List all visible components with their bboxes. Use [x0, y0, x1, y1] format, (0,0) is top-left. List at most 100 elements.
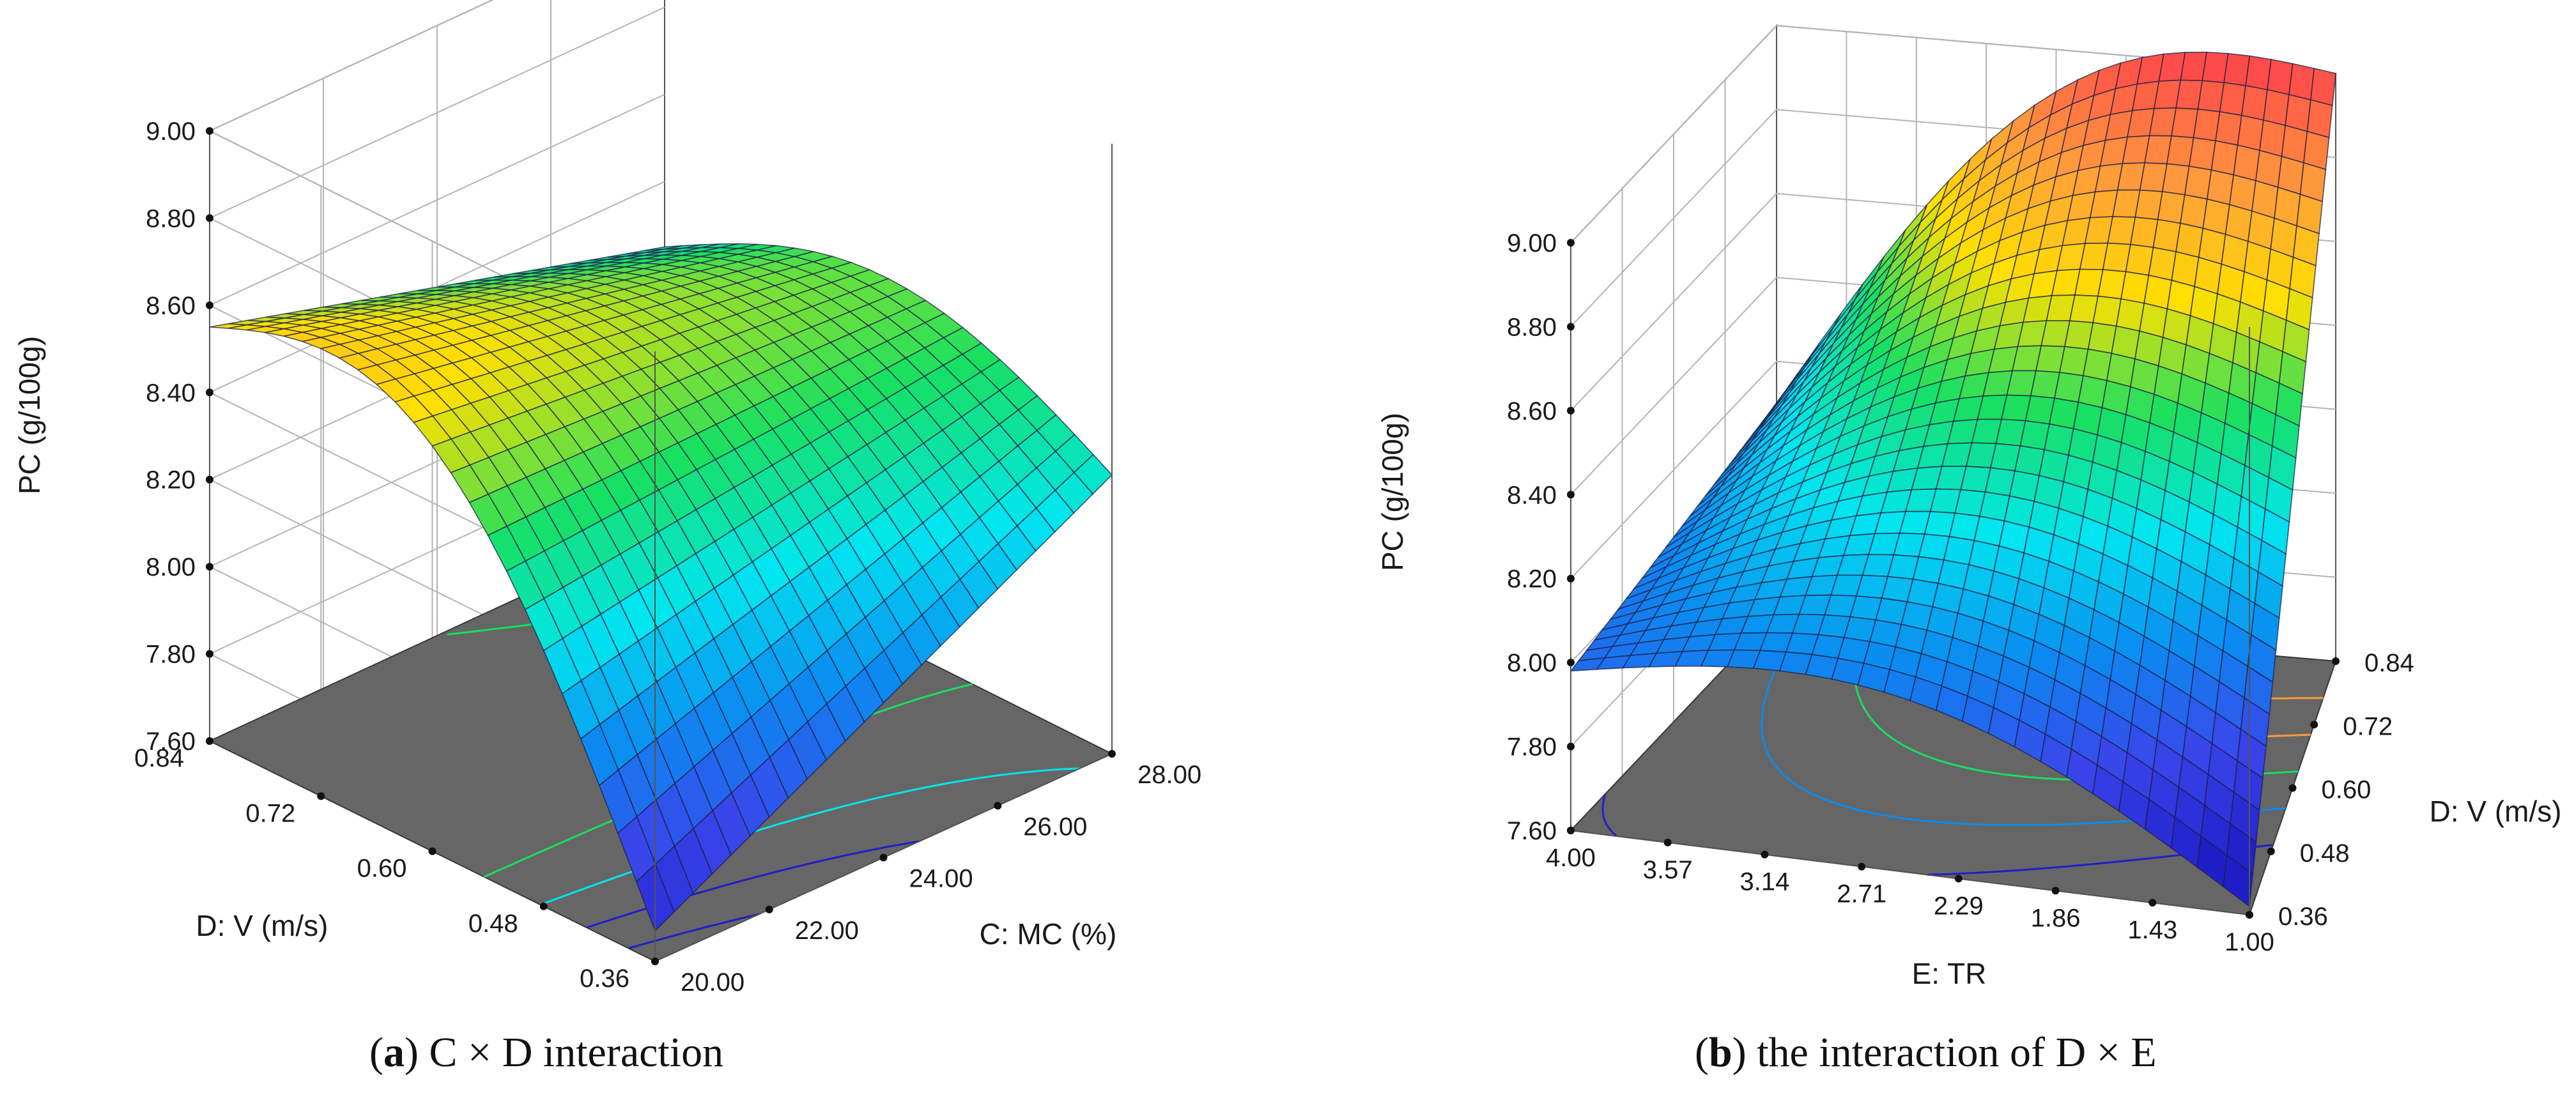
y-tick-label: 0.36	[2278, 903, 2328, 931]
z-tick-dot	[1567, 659, 1575, 667]
x-tick-dot	[1761, 850, 1769, 859]
x-tick-label: 24.00	[909, 865, 973, 893]
y-tick-label: 0.48	[2300, 839, 2350, 868]
x-axis-label: E: TR	[1912, 957, 1987, 990]
surface-cell	[2184, 165, 2212, 200]
x-tick-label: 2.71	[1837, 880, 1886, 908]
y-tick-dot	[317, 792, 325, 800]
z-tick-dot	[1567, 323, 1575, 331]
x-axis-label: C: MC (%)	[980, 917, 1117, 951]
surface-cell	[2180, 194, 2208, 229]
contour-line	[628, 913, 760, 949]
surface-cell	[2210, 140, 2239, 176]
y-tick-label: 0.48	[468, 910, 518, 938]
x-tick-label: 3.14	[1739, 868, 1789, 896]
x-tick-dot	[2051, 887, 2060, 895]
surface-cell	[2245, 55, 2272, 91]
caption-letter: b	[1708, 1029, 1732, 1076]
z-tick-dot	[206, 388, 213, 397]
z-tick-dot	[206, 127, 213, 135]
z-tick-label: 8.80	[146, 204, 196, 233]
z-tick-label: 8.40	[1507, 481, 1557, 509]
y-tick-label: 0.72	[245, 799, 295, 827]
y-axis-label: D: V (m/s)	[2430, 795, 2562, 828]
x-tick-label: 22.00	[795, 917, 859, 945]
z-tick-label: 8.60	[1507, 397, 1557, 425]
x-tick-label: 20.00	[681, 968, 744, 997]
x-tick-label: 26.00	[1023, 813, 1087, 841]
z-tick-label: 8.60	[146, 292, 196, 320]
surface-cell	[2267, 59, 2294, 96]
x-tick-dot	[2148, 899, 2157, 907]
surface-cell	[2219, 82, 2246, 116]
z-axis-label: PC (g/100g)	[13, 336, 46, 494]
caption-letter: a	[383, 1029, 405, 1076]
z-tick-label: 7.60	[146, 728, 196, 756]
x-tick-dot	[1108, 750, 1116, 758]
surface-plot-b: 7.60 7.80 8.00 8.20 8.40 8.60 8.80 9.00 4.00 3.57…	[1376, 24, 2562, 990]
z-tick-dot	[206, 301, 213, 309]
surface-cell	[2215, 111, 2242, 146]
caption-text: the interaction of D × E	[1757, 1029, 2157, 1076]
z-tick-label: 7.80	[1507, 733, 1557, 761]
y-tick-dot	[2332, 657, 2340, 665]
surface-cell	[2223, 854, 2254, 908]
x-tick-label: 4.00	[1546, 844, 1596, 872]
x-tick-label: 2.29	[1934, 892, 1984, 920]
z-tick-label: 8.00	[1507, 649, 1557, 677]
z-tick-dot	[206, 563, 213, 571]
x-tick-dot	[765, 905, 773, 913]
y-axis-label: D: V (m/s)	[196, 909, 328, 942]
y-tick-label: 0.84	[134, 744, 184, 772]
x-tick-dot	[1663, 838, 1672, 846]
z-tick-label: 9.00	[146, 118, 196, 146]
surface-plot-a: 7.60 7.80 8.00 8.20 8.40 8.60 8.80 9.00 20.00 22.…	[13, 0, 1201, 997]
surface-cell	[2241, 85, 2268, 121]
z-tick-dot	[206, 650, 213, 658]
x-tick-label: 1.86	[2031, 904, 2081, 932]
x-tick-dot	[1954, 875, 1963, 883]
z-tick-dot	[206, 214, 213, 222]
y-tick-dot	[2246, 911, 2253, 919]
surface-cell	[2263, 89, 2290, 126]
x-tick-label: 1.43	[2127, 916, 2177, 944]
axis-frame-edge	[1570, 830, 2250, 915]
z-tick-label: 8.80	[1507, 313, 1557, 341]
y-tick-dot	[428, 847, 436, 855]
z-tick-dot	[1567, 491, 1575, 499]
y-tick-label: 0.60	[357, 855, 407, 883]
surface-cell	[2310, 68, 2336, 107]
x-tick-label: 1.00	[2225, 928, 2274, 956]
surface-cell	[2233, 144, 2260, 181]
surface-cell	[2259, 119, 2287, 157]
caption-b: (b) the interaction of D × E	[1695, 1029, 2157, 1076]
surface-cell	[2285, 94, 2311, 132]
y-tick-label: 0.84	[2364, 649, 2414, 677]
z-tick-dot	[1567, 742, 1575, 751]
z-tick-label: 7.60	[1507, 817, 1557, 845]
surface-cell	[2207, 169, 2235, 206]
z-tick-dot	[1567, 574, 1575, 583]
y-tick-dot	[539, 902, 548, 910]
z-tick-dot	[206, 475, 213, 484]
x-tick-label: 3.57	[1643, 856, 1693, 884]
y-tick-label: 0.72	[2343, 712, 2393, 740]
x-tick-dot	[994, 802, 1002, 810]
surface-cell	[2237, 114, 2264, 151]
z-tick-label: 9.00	[1507, 229, 1557, 257]
y-tick-dot	[2267, 847, 2275, 855]
surface-cell	[2288, 63, 2315, 101]
x-tick-dot	[879, 853, 888, 862]
z-tick-dot	[1567, 239, 1575, 247]
y-tick-dot	[651, 958, 659, 965]
y-tick-dot	[2310, 721, 2318, 729]
y-tick-dot	[2288, 784, 2297, 792]
z-axis-label: PC (g/100g)	[1376, 413, 1409, 571]
z-tick-label: 8.20	[146, 466, 196, 494]
surface-cell	[2306, 99, 2333, 139]
caption-text: C × D interaction	[429, 1029, 724, 1076]
y-tick-label: 0.60	[2322, 776, 2372, 804]
z-tick-label: 8.00	[146, 553, 196, 581]
y-tick-dot	[206, 737, 213, 745]
